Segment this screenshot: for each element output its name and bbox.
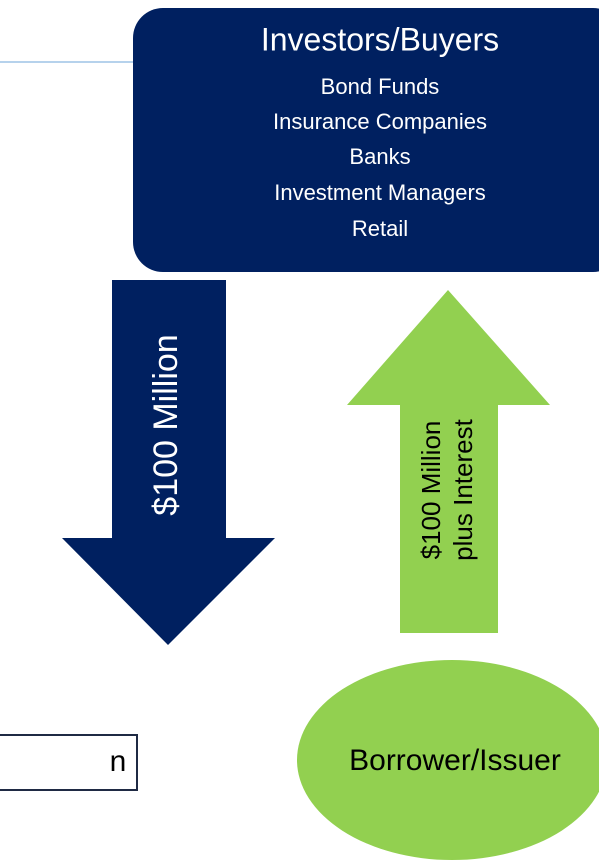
issuer-ellipse — [297, 660, 599, 860]
up-arrow-label: plus Interest — [448, 418, 478, 560]
investor-item: Investment Managers — [274, 180, 486, 205]
investors-title: Investors/Buyers — [261, 21, 499, 57]
investor-item: Bond Funds — [321, 74, 440, 99]
issuer-label: Borrower/Issuer — [349, 744, 561, 777]
down-arrow — [62, 280, 275, 645]
investors-box — [133, 8, 599, 272]
up-arrow — [347, 290, 550, 633]
investor-item: Banks — [349, 144, 410, 169]
investor-item: Retail — [352, 216, 408, 241]
side-box-label: n — [110, 745, 127, 778]
investor-item: Insurance Companies — [273, 109, 487, 134]
side-box — [0, 734, 138, 791]
down-arrow-label: $100 Million — [147, 334, 185, 515]
up-arrow-label: $100 Million — [416, 421, 446, 560]
